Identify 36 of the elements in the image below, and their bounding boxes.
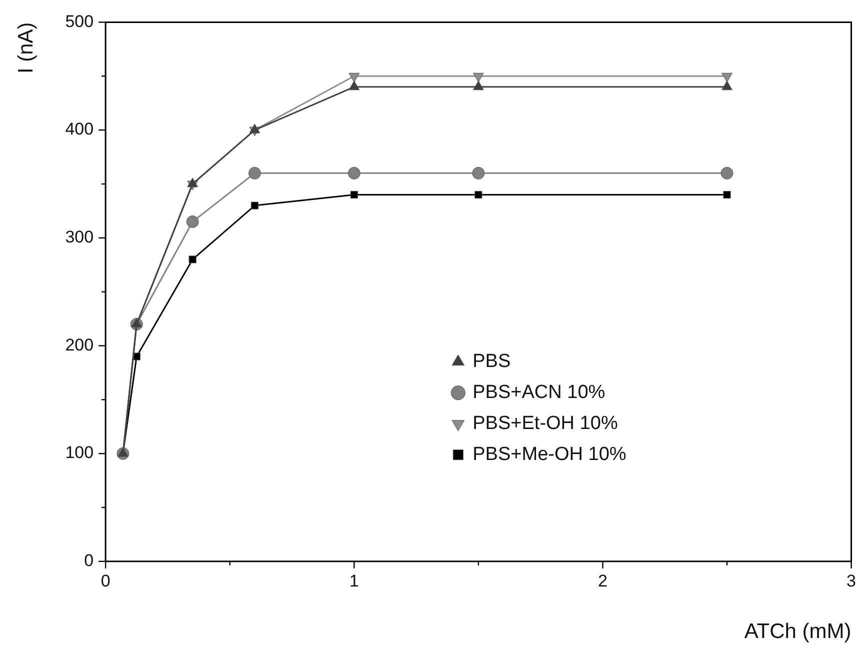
point: [722, 80, 732, 90]
point: [472, 72, 484, 82]
point: [118, 447, 128, 457]
point: [472, 80, 484, 90]
x-tick-label: 3: [846, 571, 856, 590]
point: [187, 178, 198, 188]
point: [250, 202, 258, 210]
y-tick-label: 200: [65, 335, 94, 354]
x-tick-label: 2: [598, 571, 608, 590]
point: [248, 166, 261, 180]
point: [350, 190, 358, 199]
point: [249, 124, 260, 134]
legend-label: PBS+Et-OH 10%: [472, 413, 618, 434]
x-tick-label: 0: [100, 571, 110, 590]
point: [348, 166, 360, 180]
legend-label: PBS+Me-OH 10%: [472, 444, 626, 466]
point: [188, 256, 196, 264]
point: [186, 215, 199, 228]
point: [723, 190, 731, 199]
y-tick-label: 100: [65, 443, 94, 462]
point: [474, 190, 482, 199]
point: [131, 318, 142, 328]
x-tick-label: 1: [349, 571, 359, 590]
y-tick-label: 400: [65, 120, 94, 139]
y-tick-label: 0: [84, 551, 94, 570]
point: [472, 166, 485, 180]
y-axis-title: I (nA): [14, 22, 38, 74]
legend-label: PBS+ACN 10%: [472, 382, 606, 404]
point: [348, 72, 360, 82]
legend-label: PBS: [472, 351, 511, 372]
y-tick-label: 300: [65, 228, 94, 247]
point: [720, 166, 734, 180]
point: [722, 72, 732, 82]
point: [348, 80, 360, 90]
y-tick-label: 500: [65, 12, 94, 31]
x-axis-title: ATCh (mM): [744, 620, 852, 644]
